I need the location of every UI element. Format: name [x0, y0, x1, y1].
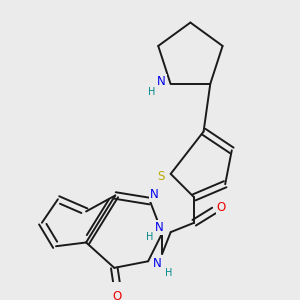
- Text: O: O: [112, 290, 122, 300]
- Text: H: H: [165, 268, 172, 278]
- Text: O: O: [217, 201, 226, 214]
- Text: N: N: [153, 257, 162, 270]
- Text: N: N: [157, 75, 166, 88]
- Text: H: H: [146, 232, 154, 242]
- Text: N: N: [154, 221, 163, 234]
- Text: S: S: [158, 170, 165, 183]
- Text: H: H: [148, 87, 155, 97]
- Text: N: N: [150, 188, 159, 201]
